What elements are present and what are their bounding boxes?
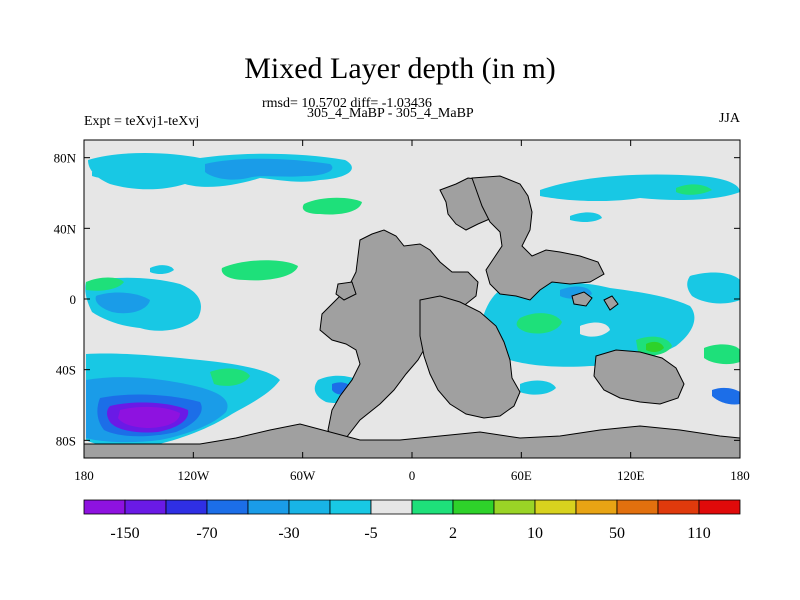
land-masses [84, 175, 740, 458]
colorbar-swatch [206, 499, 249, 515]
anomaly-field [85, 153, 740, 447]
contour-southern-green [210, 368, 250, 386]
y-axis: 80N 40N 0 40S 80S [54, 151, 740, 448]
contour-eqpacific-green [86, 277, 124, 291]
land-island-3 [335, 281, 357, 301]
chart-subtitle: 305_4_MaBP - 305_4_MaBP [307, 106, 474, 121]
contour-east-green [704, 344, 740, 365]
contour-indian-yellowgreen [646, 341, 664, 352]
contour-eqpacific-blue [95, 292, 150, 314]
colorbar-swatch [288, 499, 331, 515]
colorbar-swatch [83, 499, 126, 515]
land-island-2 [603, 295, 619, 311]
colorbar-swatch [329, 499, 372, 515]
contour-indian-small-3 [520, 380, 556, 395]
contour-npacific-small [570, 212, 602, 222]
colorbar-label: -150 [110, 525, 139, 542]
colorbar-swatch [411, 499, 454, 515]
colorbar: -150 -70 -30 -5 2 10 50 110 [83, 499, 741, 542]
colorbar-label: -30 [278, 525, 299, 542]
colorbar-swatch [124, 499, 167, 515]
x-tick-label: 60E [511, 468, 532, 483]
land-antarctica [84, 423, 740, 458]
colorbar-swatch [657, 499, 700, 515]
contour-npacific-green [676, 184, 712, 195]
x-tick-label: 60W [290, 468, 316, 483]
contour-natlantic-green [302, 197, 362, 215]
x-tick-label: 180 [730, 468, 750, 483]
land-africa [419, 295, 521, 419]
contour-southern-purple [118, 406, 180, 428]
colorbar-label: -5 [364, 525, 377, 542]
season-label: JJA [718, 111, 740, 126]
contour-arctic-cyan [205, 158, 333, 180]
colorbar-swatch [575, 499, 618, 515]
x-tick-label: 120W [177, 468, 210, 483]
contour-east-cyan [687, 272, 740, 304]
colorbar-swatch [616, 499, 659, 515]
land-australia [593, 349, 685, 405]
land-eurasia [471, 175, 605, 301]
colorbar-label: -70 [196, 525, 217, 542]
colorbar-swatch [165, 499, 208, 515]
land-island-1 [571, 291, 593, 307]
y-tick-label: 0 [70, 292, 77, 307]
contour-indian-light [580, 322, 610, 337]
colorbar-label: 10 [527, 525, 543, 542]
contour-indian-green-1 [516, 313, 562, 334]
experiment-label: Expt = teXvj1-teXvj [84, 114, 200, 129]
chart-title: Mixed Layer depth (in m) [244, 52, 556, 85]
y-tick-label: 80N [54, 151, 77, 166]
land-americas [319, 229, 479, 447]
contour-east-darkblue [712, 387, 740, 405]
contour-eqpacific-small [150, 265, 174, 274]
y-tick-label: 80S [56, 433, 76, 448]
colorbar-swatch [698, 499, 741, 515]
colorbar-swatch [247, 499, 290, 515]
colorbar-label: 110 [687, 525, 710, 542]
stats-text: rmsd= 10.5702 diff= -1.03436 [262, 96, 432, 111]
colorbar-label: 2 [449, 525, 457, 542]
colorbar-swatch [534, 499, 577, 515]
y-tick-label: 40N [54, 221, 77, 236]
x-tick-label: 120E [617, 468, 645, 483]
contour-nmid-green [221, 260, 298, 281]
colorbar-swatch [370, 499, 413, 515]
x-tick-label: 180 [74, 468, 94, 483]
x-tick-label: 0 [409, 468, 416, 483]
colorbar-label: 50 [609, 525, 625, 542]
colorbar-swatch [493, 499, 536, 515]
y-tick-label: 40S [56, 363, 76, 378]
contour-arctic-left [92, 168, 130, 179]
colorbar-swatch [452, 499, 495, 515]
x-axis: 180 120W 60W 0 60E 120E 180 [74, 140, 750, 483]
